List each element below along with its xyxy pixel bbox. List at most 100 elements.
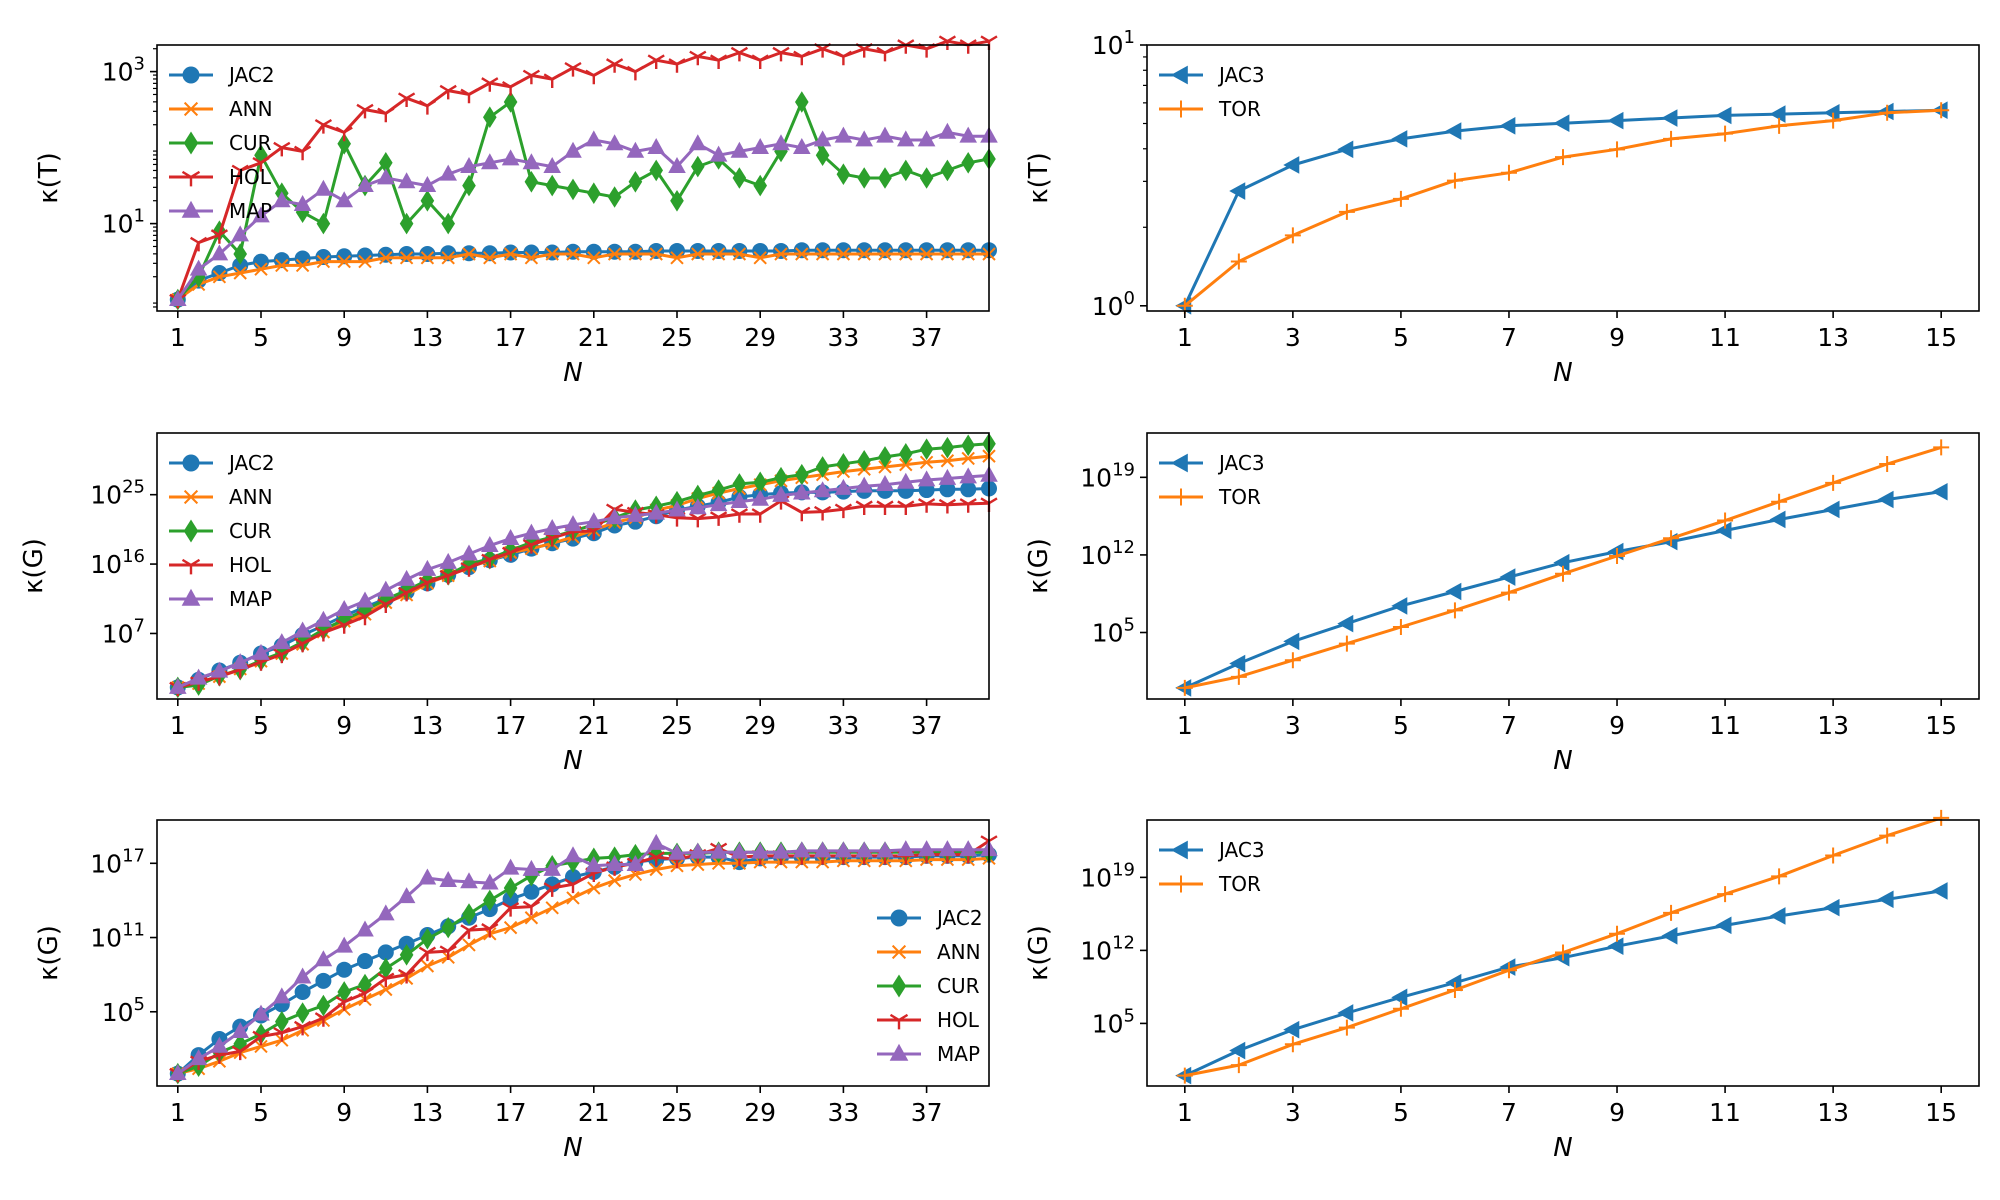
- data-point: [502, 244, 519, 261]
- data-point: [481, 535, 499, 552]
- data-point: [730, 141, 749, 158]
- data-point: [813, 481, 832, 498]
- data-point: [524, 171, 539, 193]
- data-point: [834, 50, 853, 66]
- data-point: [356, 176, 374, 192]
- data-point: [855, 841, 873, 858]
- legend-item: CUR: [169, 519, 272, 543]
- data-point: [1609, 141, 1626, 158]
- data-point: [501, 902, 520, 917]
- legend-item: JAC2: [169, 63, 275, 87]
- data-point: [732, 473, 747, 495]
- data-point: [1500, 584, 1517, 601]
- data-point: [649, 862, 663, 877]
- y-axis-label: κ(G): [34, 925, 64, 981]
- x-axis-label: N: [563, 1133, 582, 1163]
- legend-marker: [891, 974, 907, 998]
- data-point: [210, 661, 229, 678]
- legend-marker: [889, 1013, 909, 1030]
- data-point: [753, 471, 767, 494]
- series-JAC3: [1175, 882, 1948, 1085]
- data-point: [606, 243, 623, 260]
- y-tick-label: 1012: [1080, 537, 1135, 570]
- legend: JAC3 TOR: [1159, 63, 1265, 121]
- data-point: [647, 138, 665, 154]
- data-point: [793, 242, 810, 259]
- data-point: [293, 637, 312, 653]
- data-point: [897, 130, 915, 147]
- data-point: [522, 859, 541, 876]
- data-point: [481, 553, 499, 569]
- data-point: [418, 559, 437, 576]
- data-point: [938, 468, 957, 485]
- data-point: [439, 552, 457, 569]
- data-point: [855, 500, 873, 516]
- legend-label: JAC3: [1217, 451, 1265, 475]
- data-point: [501, 858, 520, 875]
- legend-marker: [183, 489, 199, 505]
- data-point: [231, 1045, 249, 1061]
- data-point: [815, 144, 830, 166]
- data-point: [1446, 172, 1463, 189]
- data-point: [1338, 1019, 1355, 1036]
- data-point: [418, 946, 437, 962]
- data-point: [1176, 1067, 1193, 1084]
- data-point: [1609, 548, 1626, 565]
- data-point: [876, 46, 894, 62]
- y-axis-label: κ(T): [34, 152, 64, 204]
- data-point: [483, 251, 497, 265]
- data-point: [691, 857, 705, 872]
- y-tick-label: 1011: [90, 920, 145, 953]
- data-point: [481, 923, 499, 938]
- data-point: [1823, 898, 1840, 917]
- data-point: [460, 562, 478, 577]
- data-point: [1500, 962, 1517, 979]
- series-JAC3: [1175, 482, 1948, 697]
- x-tick-label: 21: [578, 323, 610, 352]
- data-point: [793, 50, 811, 66]
- data-point: [813, 841, 832, 858]
- data-point: [314, 1012, 333, 1027]
- data-point: [1771, 493, 1788, 510]
- data-point: [607, 873, 622, 888]
- data-point: [460, 88, 478, 104]
- data-point: [441, 251, 455, 265]
- data-point: [814, 242, 831, 259]
- legend-label: MAP: [229, 587, 272, 611]
- data-point: [1717, 125, 1734, 142]
- data-point: [938, 498, 957, 514]
- data-point: [210, 244, 229, 261]
- x-tick-label: 1: [1177, 1098, 1193, 1127]
- data-point: [335, 126, 353, 142]
- data-point: [275, 258, 289, 273]
- data-point: [503, 877, 518, 899]
- x-tick-label: 37: [911, 711, 943, 740]
- legend-label: HOL: [229, 165, 272, 189]
- data-point: [295, 258, 310, 273]
- legend-item: CUR: [877, 974, 980, 998]
- legend-item: CUR: [169, 131, 272, 155]
- data-point: [356, 591, 374, 608]
- legend-marker: [182, 454, 200, 472]
- data-point: [503, 91, 518, 113]
- data-point: [483, 106, 497, 128]
- data-point: [314, 118, 333, 134]
- data-point: [940, 454, 955, 468]
- data-point: [774, 466, 788, 489]
- data-point: [314, 626, 333, 642]
- data-point: [1445, 122, 1462, 140]
- data-point: [751, 54, 769, 69]
- y-axis-label: κ(G): [1024, 925, 1054, 981]
- data-point: [1663, 904, 1680, 921]
- data-point: [795, 463, 809, 486]
- data-point: [855, 476, 873, 493]
- legend-label: JAC3: [1217, 63, 1265, 87]
- series-line: [1183, 108, 1942, 307]
- legend-label: MAP: [229, 199, 272, 223]
- data-point: [919, 247, 934, 261]
- series-ANN: [171, 247, 996, 307]
- data-point: [1771, 868, 1788, 885]
- data-point: [836, 453, 851, 475]
